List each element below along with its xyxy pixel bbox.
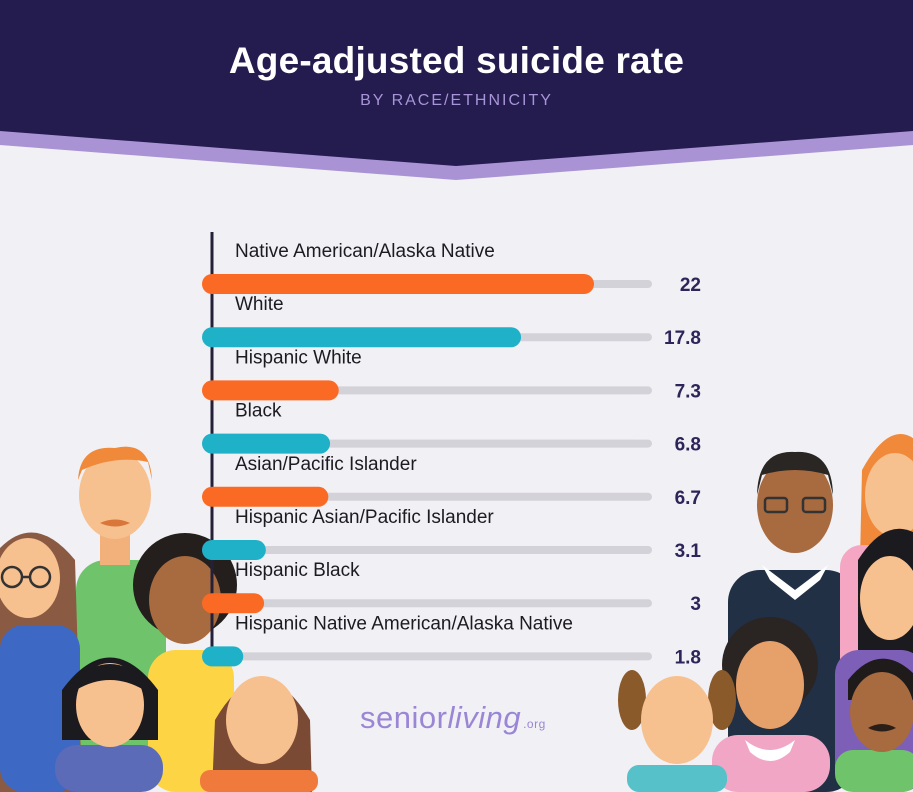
person-icon [712,617,830,792]
brand-name-part2: living [447,700,522,735]
bar [202,646,244,667]
header-banner [0,0,913,180]
data-label: 22 [680,275,701,296]
person-icon [0,532,82,792]
data-label: 3.1 [675,541,702,562]
data-label: 7.3 [675,381,701,402]
category-label: White [235,294,284,315]
data-label: 3 [690,594,701,615]
page-title: Age-adjusted suicide rate [228,40,685,81]
person-icon [835,658,913,792]
bar [202,327,522,348]
brand-name-part1: senior [360,700,448,735]
bar-track [212,546,652,554]
bar [202,274,594,294]
data-label: 6.8 [675,435,701,456]
data-label: 17.8 [664,328,701,349]
bar [202,486,329,507]
category-label: Native American/Alaska Native [235,241,495,262]
category-label: Hispanic White [235,347,362,368]
bar [202,433,331,454]
bar [202,380,339,401]
page-subtitle: BY RACE/ETHNICITY [360,92,553,109]
bar [202,593,265,614]
data-label: 1.8 [675,647,701,668]
bar-track [212,599,652,608]
category-label: Asian/Pacific Islander [235,454,417,475]
category-label: Hispanic Native American/Alaska Native [235,613,573,634]
header-background [0,0,913,166]
bar [202,540,266,560]
category-label: Hispanic Black [235,560,360,581]
person-icon [618,670,736,792]
person-icon [55,657,163,792]
person-icon [200,676,318,792]
data-label: 6.7 [675,488,701,509]
category-label: Hispanic Asian/Pacific Islander [235,507,494,528]
brand-logo: seniorliving .org [360,700,546,736]
category-label: Black [235,401,282,422]
brand-tld: .org [523,717,546,731]
bar-track [212,652,652,661]
